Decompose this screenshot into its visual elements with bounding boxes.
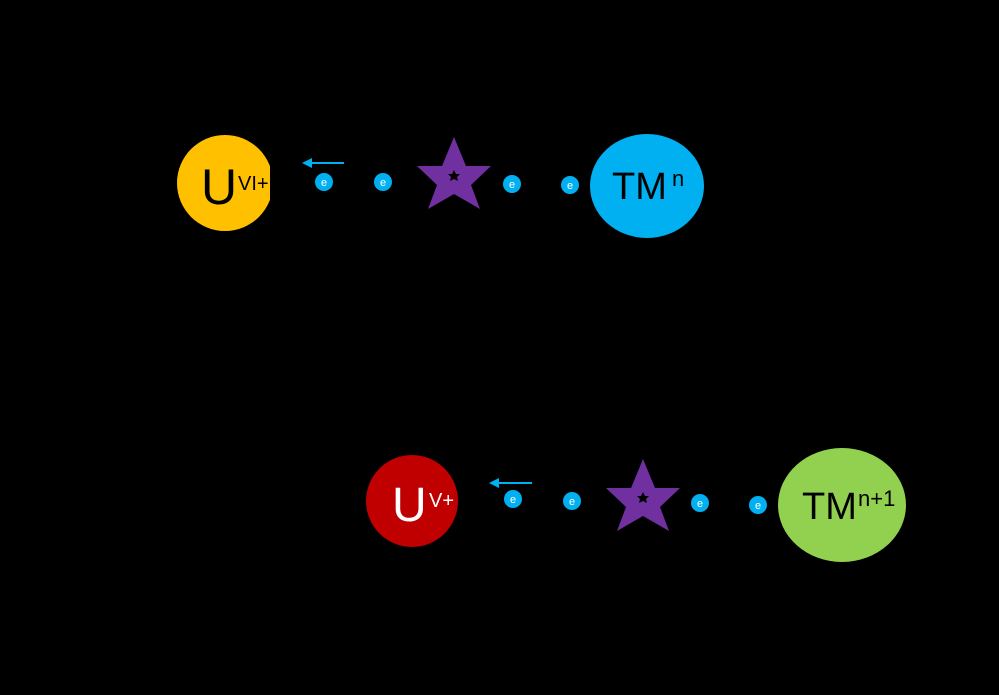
uranium-vi-node: U VI+ [177,135,270,231]
electron-icon: e [503,175,521,193]
svg-text:e: e [569,496,575,508]
uranium-v-node: U V+ [366,455,458,547]
uranium-vi-symbol: U [201,159,237,215]
tm-n-symbol: TM [612,166,667,208]
electron-group-top-left: e e [315,173,392,191]
electron-group-bottom-left: e e [504,490,581,510]
top-row: U VI+ e e [177,134,704,238]
electron-group-bottom-right: e e [691,494,767,514]
star-icon [606,459,680,531]
electron-icon: e [504,490,522,508]
tm-n1-ellipse [778,448,906,562]
svg-text:e: e [567,180,573,192]
bottom-row: U V+ e e [366,448,906,562]
electron-icon: e [561,176,579,194]
tm-n-ellipse [590,134,704,238]
electron-icon: e [374,173,392,191]
transfer-arrow-top [302,158,344,168]
svg-text:e: e [697,498,703,510]
electron-group-top-right: e e [503,175,579,194]
uranium-v-superscript: V+ [429,490,454,512]
svg-text:e: e [755,500,761,512]
tm-n-superscript: n [672,166,684,191]
electron-icon: e [691,494,709,512]
tm-n1-node: TM n+1 [778,448,906,562]
uranium-v-circle [366,455,458,547]
svg-text:e: e [509,179,515,191]
svg-text:e: e [510,494,516,506]
star-icon [417,137,491,209]
uranium-vi-superscript: VI+ [238,173,269,195]
electron-icon: e [563,492,581,510]
transfer-arrow-bottom [489,478,532,488]
svg-text:e: e [380,177,386,189]
electron-icon: e [749,496,767,514]
svg-text:e: e [321,177,327,189]
tm-n-node: TM n [590,134,704,238]
electron-icon: e [315,173,333,191]
uranium-v-symbol: U [392,479,427,532]
uranium-vi-circle [177,135,270,231]
tm-n1-symbol: TM [802,486,857,528]
tm-n1-superscript: n+1 [858,486,895,511]
